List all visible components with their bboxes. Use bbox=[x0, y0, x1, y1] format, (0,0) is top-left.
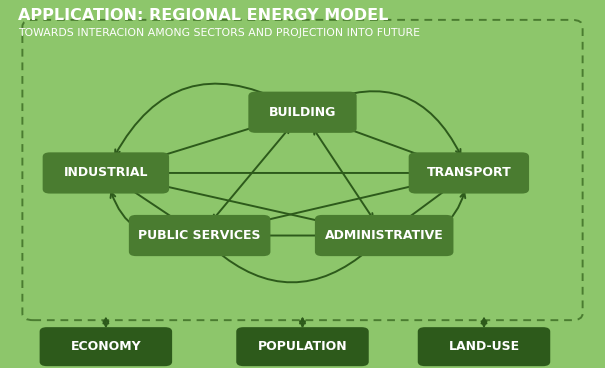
FancyBboxPatch shape bbox=[417, 327, 550, 366]
Text: APPLICATION: REGIONAL ENERGY MODEL: APPLICATION: REGIONAL ENERGY MODEL bbox=[18, 8, 388, 23]
Text: INDUSTRIAL: INDUSTRIAL bbox=[64, 166, 148, 180]
Text: POPULATION: POPULATION bbox=[258, 340, 347, 353]
FancyBboxPatch shape bbox=[409, 152, 529, 194]
Text: TRANSPORT: TRANSPORT bbox=[427, 166, 511, 180]
FancyBboxPatch shape bbox=[315, 215, 454, 256]
Text: LAND-USE: LAND-USE bbox=[448, 340, 520, 353]
FancyBboxPatch shape bbox=[42, 152, 169, 194]
Text: BUILDING: BUILDING bbox=[269, 106, 336, 119]
Text: ADMINISTRATIVE: ADMINISTRATIVE bbox=[325, 229, 443, 242]
Text: ECONOMY: ECONOMY bbox=[71, 340, 141, 353]
FancyBboxPatch shape bbox=[236, 327, 368, 366]
Text: PUBLIC SERVICES: PUBLIC SERVICES bbox=[139, 229, 261, 242]
Text: TOWARDS INTERACION AMONG SECTORS AND PROJECTION INTO FUTURE: TOWARDS INTERACION AMONG SECTORS AND PRO… bbox=[18, 28, 420, 38]
FancyBboxPatch shape bbox=[248, 92, 356, 133]
FancyBboxPatch shape bbox=[129, 215, 270, 256]
FancyBboxPatch shape bbox=[39, 327, 172, 366]
